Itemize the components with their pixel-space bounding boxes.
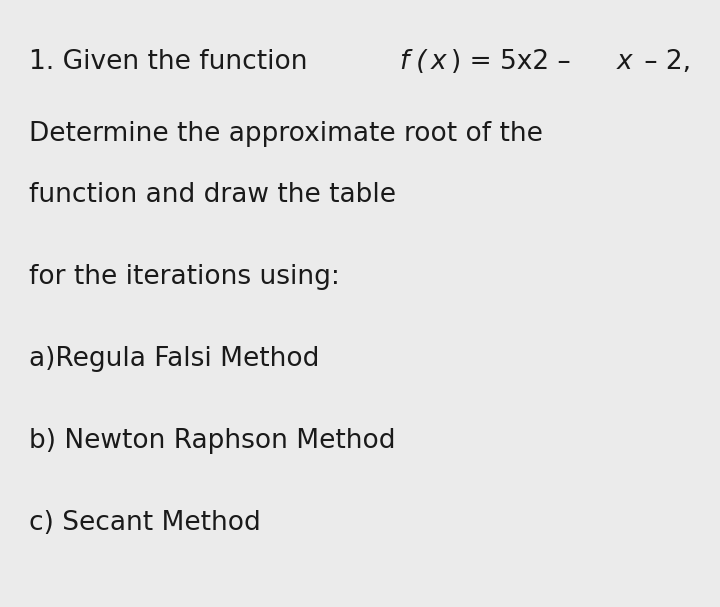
Text: x: x — [431, 49, 446, 75]
Text: ) = 5x2 –: ) = 5x2 – — [451, 49, 579, 75]
Text: 1. Given the function: 1. Given the function — [29, 49, 315, 75]
Text: x: x — [616, 49, 632, 75]
Text: for the iterations using:: for the iterations using: — [29, 264, 340, 290]
Text: a)Regula Falsi Method: a)Regula Falsi Method — [29, 346, 319, 372]
Text: – 2,: – 2, — [636, 49, 691, 75]
Text: (: ( — [411, 49, 426, 75]
Text: function and draw the table: function and draw the table — [29, 182, 396, 208]
Text: f: f — [399, 49, 408, 75]
Text: b) Newton Raphson Method: b) Newton Raphson Method — [29, 428, 395, 454]
Text: c) Secant Method: c) Secant Method — [29, 510, 261, 536]
Text: Determine the approximate root of the: Determine the approximate root of the — [29, 121, 543, 148]
